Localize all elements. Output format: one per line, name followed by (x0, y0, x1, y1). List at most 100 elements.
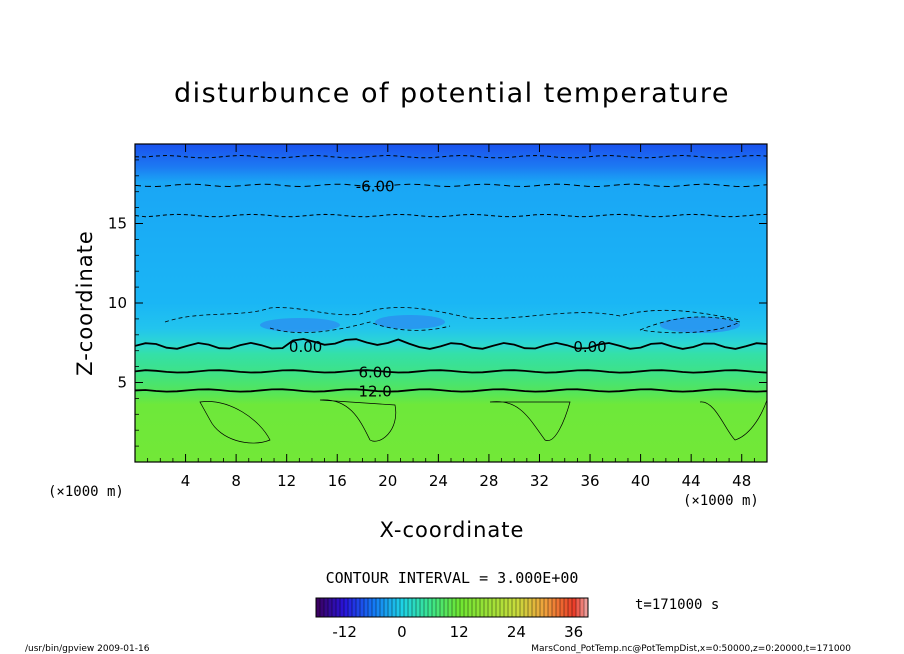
contour-line (135, 213, 767, 218)
contour-label: -6.00 (356, 177, 395, 195)
colorbar-cell (576, 598, 581, 617)
x-tick-label: 20 (378, 472, 397, 490)
footer-right: MarsCond_PotTemp.nc@PotTempDist,x=0:5000… (531, 644, 851, 654)
x-tick-label: 32 (530, 472, 549, 490)
colorbar-cell (472, 598, 477, 617)
x-tick-label: 4 (181, 472, 191, 490)
colorbar-cell (324, 598, 329, 617)
colorbar-cell (580, 598, 585, 617)
colorbar-cell (416, 598, 421, 617)
colorbar-frame (315, 597, 589, 618)
colorbar-cell (544, 598, 549, 617)
colorbar-cell (520, 598, 525, 617)
colorbar-cell (384, 598, 389, 617)
contour-label: 0.00 (289, 338, 322, 356)
colorbar-cell (452, 598, 457, 617)
colorbar-cell (556, 598, 561, 617)
cell-contour (489, 401, 571, 441)
colorbar-cell (524, 598, 529, 617)
colorbar-cell (516, 598, 521, 617)
y-tick-label: 10 (108, 294, 127, 312)
colorbar-cell (568, 598, 573, 617)
time-label: t=171000 s (635, 597, 719, 613)
x-axis-title: X-coordinate (380, 518, 525, 542)
contour-line (135, 338, 767, 350)
colorbar-cell (388, 598, 393, 617)
contour-line (135, 388, 767, 393)
contour-line (135, 369, 767, 374)
colorbar-cell (512, 598, 517, 617)
colorbar-cell (396, 598, 401, 617)
colorbar-cell (436, 598, 441, 617)
colorbar-cell (464, 598, 469, 617)
colorbar-cell (492, 598, 497, 617)
colorbar-cell (400, 598, 405, 617)
colorbar-cell (336, 598, 341, 617)
colorbar-cell (508, 598, 513, 617)
colorbar-cell (480, 598, 485, 617)
disturbance-contour (164, 307, 741, 323)
x-tick-label: 48 (732, 472, 751, 490)
colorbar-cell (328, 598, 333, 617)
x-tick-label: 40 (631, 472, 650, 490)
colorbar-cell (380, 598, 385, 617)
cell-contour (199, 401, 271, 444)
colorbar-tick-label: 12 (450, 623, 469, 641)
colorbar-cell (468, 598, 473, 617)
x-tick-label: 24 (429, 472, 448, 490)
x-tick-label: 36 (580, 472, 599, 490)
x-tick-label: 28 (479, 472, 498, 490)
x-tick-label: 8 (231, 472, 241, 490)
footer-left: /usr/bin/gpview 2009-01-16 (25, 644, 150, 654)
colorbar-cell (484, 598, 489, 617)
contour-interval: CONTOUR INTERVAL = 3.000E+00 (326, 569, 579, 587)
colorbar-tick-label: 24 (507, 623, 526, 641)
x-unit-right: (×1000 m) (683, 493, 759, 509)
colorbar-cell (320, 598, 325, 617)
cell-contour (699, 399, 767, 441)
colorbar-cell (476, 598, 481, 617)
colorbar-cell (504, 598, 509, 617)
cold-blob (260, 318, 340, 332)
contour-line (135, 154, 767, 159)
colorbar-cell (360, 598, 365, 617)
colorbar-cell (356, 598, 361, 617)
disturbance-contour (269, 321, 451, 334)
y-tick-label: 15 (108, 215, 127, 233)
disturbance-contour (639, 316, 742, 334)
colorbar-cell (392, 598, 397, 617)
x-unit-left: (×1000 m) (48, 484, 124, 500)
colorbar-cell (572, 598, 577, 617)
colorbar-cell (440, 598, 445, 617)
colorbar-cell (488, 598, 493, 617)
colorbar-cell (552, 598, 557, 617)
colorbar-cell (548, 598, 553, 617)
colorbar-cell (352, 598, 357, 617)
heatmap-field (135, 144, 767, 462)
x-tick-label: 16 (328, 472, 347, 490)
x-tick-label: 44 (682, 472, 701, 490)
contour-line (135, 183, 767, 188)
colorbar-cell (432, 598, 437, 617)
colorbar-cell (344, 598, 349, 617)
contour-label: 0.00 (573, 338, 606, 356)
colorbar-tick-label: -12 (332, 623, 357, 641)
colorbar-cell (500, 598, 505, 617)
colorbar-cell (368, 598, 373, 617)
colorbar-cell (584, 598, 589, 617)
colorbar-cell (376, 598, 381, 617)
colorbar-cell (408, 598, 413, 617)
colorbar-cell (444, 598, 449, 617)
colorbar-cell (460, 598, 465, 617)
colorbar-cell (528, 598, 533, 617)
colorbar-cell (560, 598, 565, 617)
y-tick-label: 5 (117, 374, 127, 392)
cold-blob (660, 317, 740, 333)
colorbar-cell (404, 598, 409, 617)
colorbar-cell (532, 598, 537, 617)
colorbar-tick-label: 0 (397, 623, 407, 641)
colorbar-cell (456, 598, 461, 617)
colorbar-cell (348, 598, 353, 617)
colorbar-cell (316, 598, 321, 617)
